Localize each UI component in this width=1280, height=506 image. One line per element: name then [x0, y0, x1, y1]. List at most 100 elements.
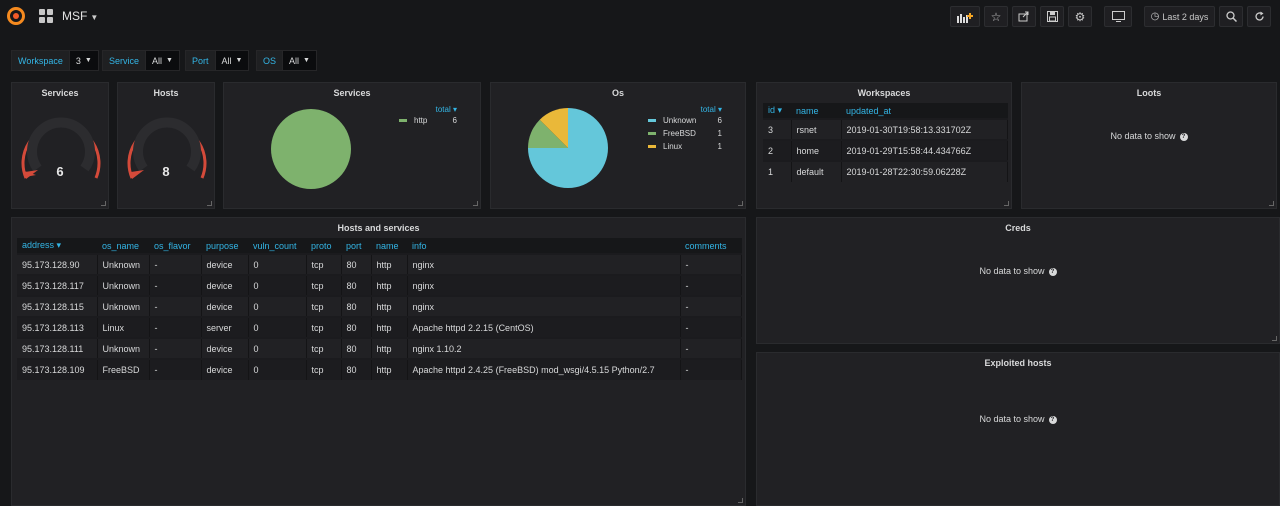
variable-select-port[interactable]: All ▼ — [215, 50, 250, 71]
help-icon[interactable]: ? — [1179, 132, 1188, 141]
resize-handle[interactable] — [101, 201, 106, 206]
table-cell-info: nginx — [407, 253, 681, 275]
legend-header[interactable]: total ▾ — [700, 105, 722, 114]
loots-panel[interactable]: Loots No data to show? — [1021, 82, 1277, 209]
variable-value: All — [221, 55, 232, 66]
column-header-vuln-count[interactable]: vuln_count — [248, 238, 306, 254]
column-header-port[interactable]: port — [341, 238, 371, 254]
legend-item[interactable]: Linux 1 — [648, 140, 722, 153]
services-pie-chart — [271, 109, 351, 189]
variable-label-service: Service — [102, 50, 147, 71]
column-header-address[interactable]: address ▾ — [17, 238, 97, 254]
column-header-os-flavor[interactable]: os_flavor — [149, 238, 201, 254]
variable-label-os: OS — [256, 50, 284, 71]
add-panel-button[interactable] — [950, 6, 980, 27]
share-icon — [1018, 11, 1029, 22]
table-cell-os-name: Unknown — [97, 337, 150, 359]
table-cell-proto: tcp — [306, 316, 342, 338]
variable-port: Port All ▼ — [185, 50, 250, 71]
table-row: 3 rsnet 2019-01-30T19:58:13.331702Z — [763, 118, 1008, 140]
workspaces-panel[interactable]: Workspaces id ▾ name updated_at 3 rsnet 20… — [756, 82, 1012, 209]
variable-value: 3 — [75, 55, 81, 66]
creds-panel[interactable]: Creds No data to show? — [756, 217, 1280, 344]
dashboard-title[interactable]: MSF ▼ — [62, 9, 98, 23]
column-header-os-name[interactable]: os_name — [97, 238, 149, 254]
help-icon[interactable]: ? — [1048, 267, 1057, 276]
settings-button[interactable]: ⚙ — [1068, 6, 1092, 27]
os-pie-panel[interactable]: Os total ▾ Unknown 6 FreeBSD 1 Linux 1 — [490, 82, 746, 209]
column-header-updated-at[interactable]: updated_at — [841, 103, 1008, 119]
resize-handle[interactable] — [1269, 201, 1274, 206]
dashboard-title-text: MSF — [62, 9, 88, 23]
star-icon: ☆ — [990, 9, 1002, 24]
variable-select-os[interactable]: All ▼ — [283, 50, 317, 71]
save-button[interactable] — [1040, 6, 1064, 27]
table-row: 95.173.128.115 Unknown - device 0 tcp 80 http ng… — [17, 295, 742, 317]
services-gauge-panel[interactable]: Services 6 — [11, 82, 109, 209]
grafana-logo-icon[interactable] — [6, 6, 26, 26]
variable-service: Service All ▼ — [102, 50, 180, 71]
table-cell-vuln-count: 0 — [248, 337, 307, 359]
resize-handle[interactable] — [1272, 336, 1277, 341]
table-cell-proto: tcp — [306, 337, 342, 359]
top-navbar: MSF ▼ ☆ ⚙ ◷ Last 2 days — [0, 0, 1280, 34]
column-header-name[interactable]: name — [371, 238, 407, 254]
panel-title: Services — [41, 88, 79, 98]
caret-down-icon: ▼ — [235, 57, 243, 64]
table-cell-vuln-count: 0 — [248, 295, 307, 317]
column-header-purpose[interactable]: purpose — [201, 238, 248, 254]
table-row: 95.173.128.111 Unknown - device 0 tcp 80 http ng… — [17, 337, 742, 359]
table-cell-os-name: Unknown — [97, 274, 150, 296]
legend-header[interactable]: total ▾ — [435, 105, 457, 114]
table-cell-name: http — [371, 295, 408, 317]
gear-icon: ⚙ — [1074, 9, 1086, 24]
resize-handle[interactable] — [473, 201, 478, 206]
variable-select-service[interactable]: All ▼ — [146, 50, 180, 71]
variable-value: All — [152, 55, 163, 66]
column-header-info[interactable]: info — [407, 238, 680, 254]
legend-item[interactable]: FreeBSD 1 — [648, 127, 722, 140]
tv-mode-button[interactable] — [1104, 6, 1132, 27]
variable-select-workspace[interactable]: 3 ▼ — [69, 50, 99, 71]
time-picker-button[interactable]: ◷ Last 2 days — [1144, 6, 1215, 27]
services-pie-panel[interactable]: Services total ▾ http 6 — [223, 82, 481, 209]
monitor-icon — [1111, 11, 1125, 22]
table-cell-os-flavor: - — [149, 358, 202, 380]
table-cell-comments: - — [680, 253, 742, 275]
resize-handle[interactable] — [207, 201, 212, 206]
dashboards-grid-icon[interactable] — [39, 9, 53, 23]
resize-handle[interactable] — [738, 201, 743, 206]
exploited-hosts-panel[interactable]: Exploited hosts No data to show? — [756, 352, 1280, 506]
table-cell-vuln-count: 0 — [248, 253, 307, 275]
resize-handle[interactable] — [1004, 201, 1009, 206]
table-cell-os-flavor: - — [149, 274, 202, 296]
pie-slice-http — [271, 109, 351, 189]
column-header-proto[interactable]: proto — [306, 238, 341, 254]
table-cell-port: 80 — [341, 358, 372, 380]
zoom-out-icon — [1225, 11, 1237, 22]
legend-item[interactable]: http 6 — [399, 114, 457, 127]
table-cell-comments: - — [680, 358, 742, 380]
table-cell-os-name: Linux — [97, 316, 150, 338]
panel-title: Loots — [1136, 88, 1162, 98]
help-icon[interactable]: ? — [1048, 415, 1057, 424]
star-button[interactable]: ☆ — [984, 6, 1008, 27]
resize-handle[interactable] — [738, 498, 743, 503]
column-header-comments[interactable]: comments — [680, 238, 742, 254]
refresh-button[interactable] — [1247, 6, 1271, 27]
share-button[interactable] — [1012, 6, 1036, 27]
panel-title: Hosts — [153, 88, 179, 98]
column-header-name[interactable]: name — [791, 103, 841, 119]
zoom-out-button[interactable] — [1219, 6, 1243, 27]
table-cell-port: 80 — [341, 253, 372, 275]
pie-slice-linux — [539, 108, 568, 148]
table-cell-address: 95.173.128.111 — [17, 337, 98, 359]
table-cell-name: http — [371, 358, 408, 380]
table-row: 2 home 2019-01-29T15:58:44.434766Z — [763, 139, 1008, 161]
caret-down-icon: ▼ — [90, 13, 99, 22]
clock-icon: ◷ — [1150, 11, 1160, 22]
hosts-gauge-panel[interactable]: Hosts 8 — [117, 82, 215, 209]
legend-item[interactable]: Unknown 6 — [648, 114, 722, 127]
column-header-id[interactable]: id ▾ — [763, 103, 791, 119]
hosts-services-panel[interactable]: Hosts and services address ▾ os_name os_… — [11, 217, 746, 506]
